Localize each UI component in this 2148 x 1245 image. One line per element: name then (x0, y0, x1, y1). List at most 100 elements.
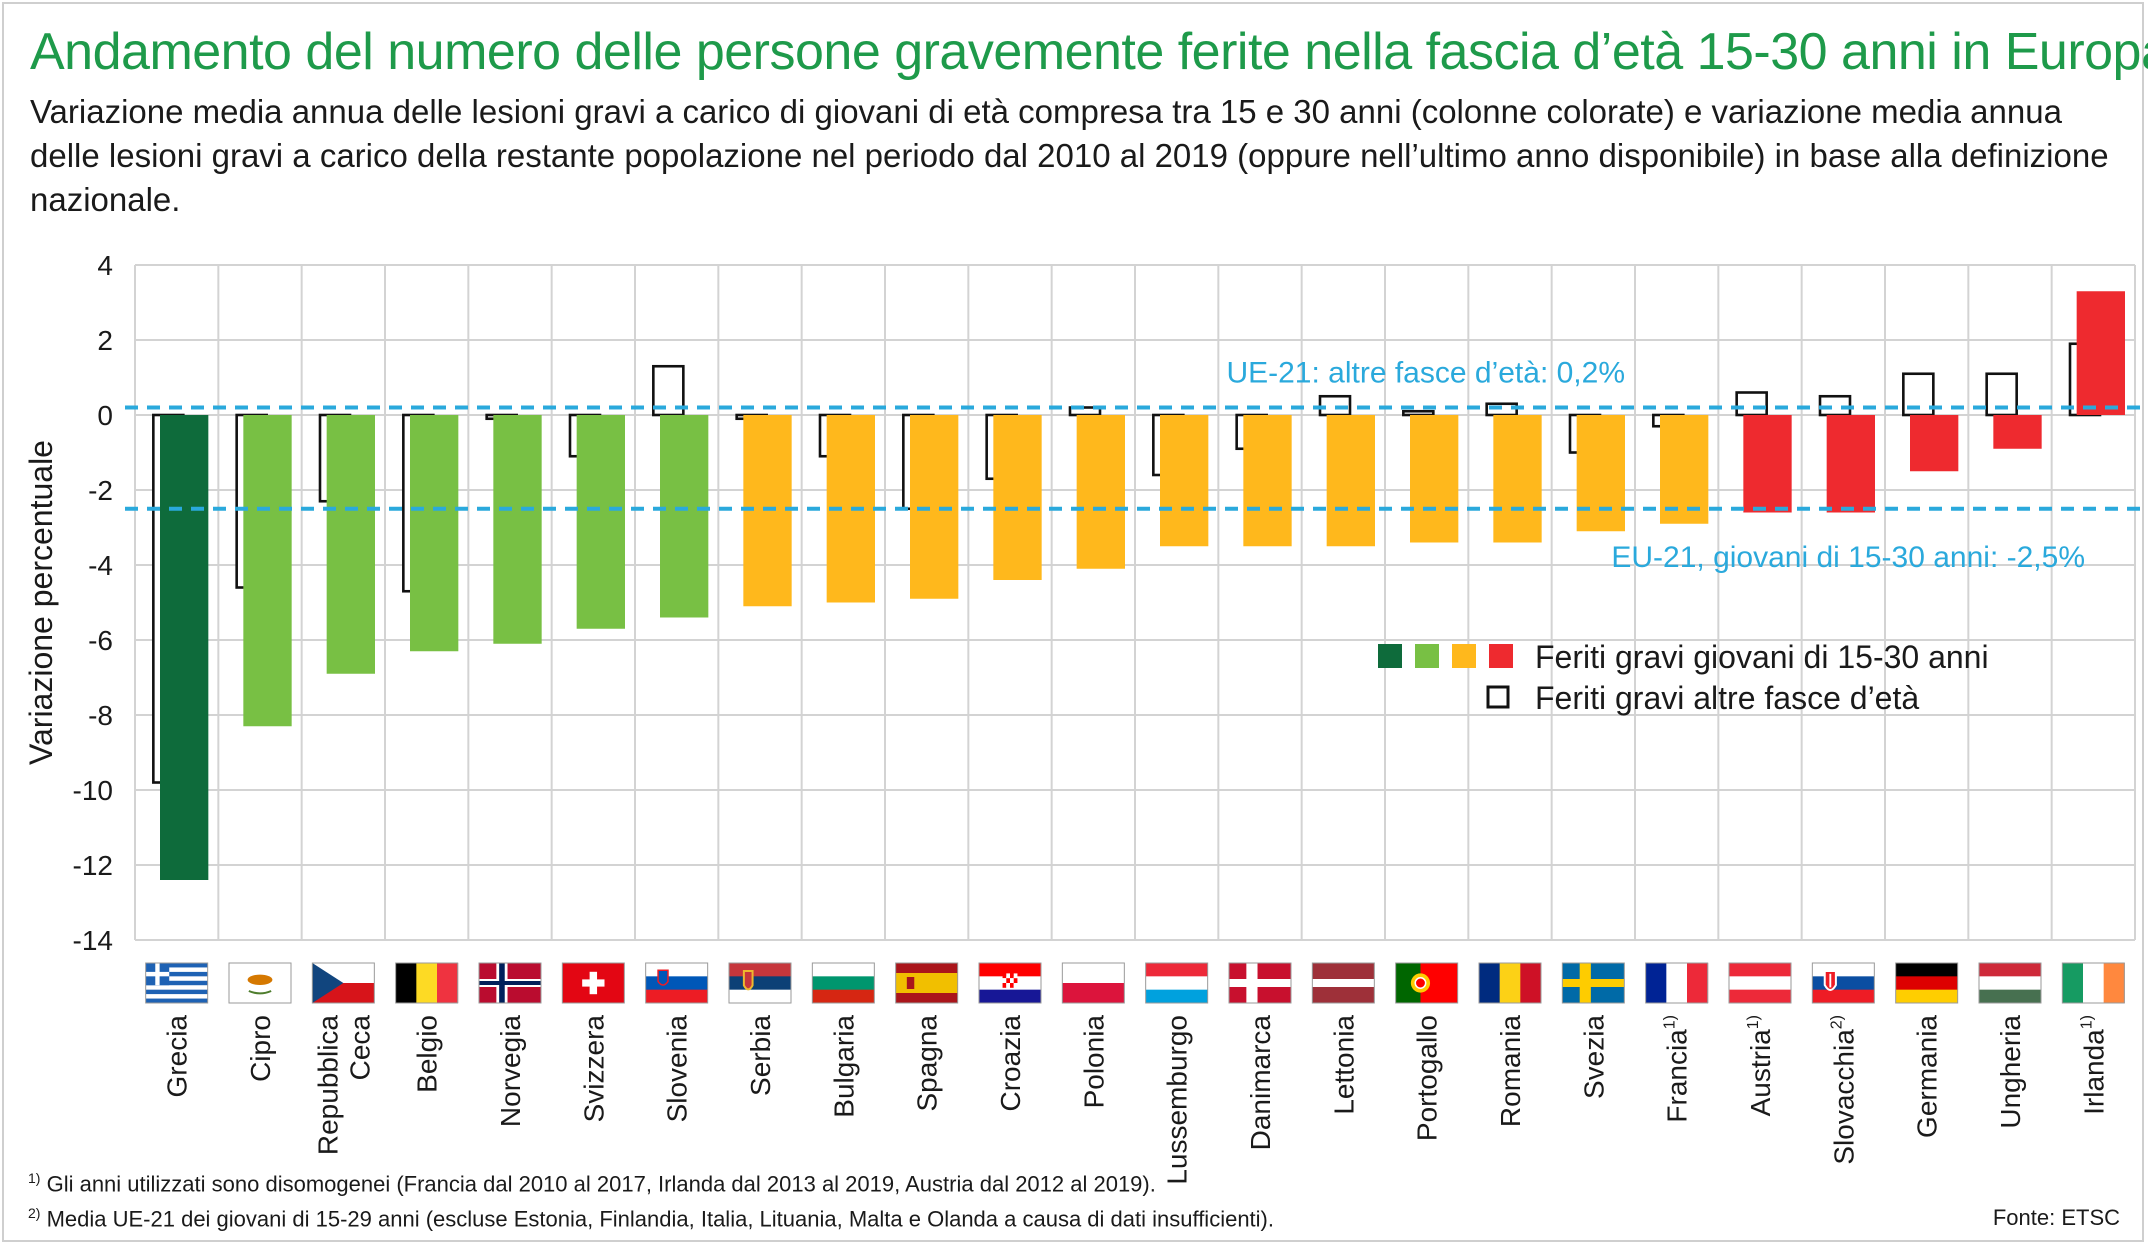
x-label-de: Germania (1912, 1015, 1943, 1138)
flag-hu-icon (1978, 962, 2042, 1004)
flag-border (1645, 962, 1709, 1004)
x-tick-label: Germania (1912, 1015, 1943, 1138)
flag-rs-icon (728, 962, 792, 1004)
flag-part (145, 994, 208, 999)
flag-part (645, 989, 708, 1004)
bar-young-hu (1993, 415, 2042, 449)
flag-border (1061, 962, 1125, 1004)
bar-other-pt (1402, 409, 1435, 417)
x-label-lv: Lettonia (1328, 1015, 1359, 1115)
flag-part (1002, 983, 1007, 988)
x-label-ro: Romania (1495, 1015, 1526, 1127)
flag-part (145, 980, 208, 986)
flag-border (478, 962, 542, 1004)
flag-part (1145, 989, 1208, 1004)
bar-young-lu (1160, 415, 1209, 547)
flag-part (1645, 963, 1667, 1003)
flag-part (1979, 976, 2041, 991)
x-label-pl: Polonia (1078, 1015, 1109, 1109)
x-label-pt: Portogallo (1412, 1015, 1443, 1141)
y-tick-label: 4 (97, 250, 113, 281)
flag-part (906, 977, 915, 989)
flag-border (811, 962, 875, 1004)
x-label-ch: Svizzera (578, 1015, 609, 1123)
flag-part (1414, 977, 1427, 989)
bar-young-sk (1826, 415, 1875, 513)
footnote-2: 2) Media UE-21 dei giovani di 15-29 anni… (28, 1205, 1274, 1232)
footnote-2-text: Media UE-21 dei giovani di 15-29 anni (e… (46, 1206, 1274, 1232)
flag-part (145, 985, 208, 990)
flag-part (657, 969, 669, 986)
y-tick-label: -2 (88, 475, 113, 506)
legend-swatch-young (1489, 644, 1513, 668)
flag-part (1013, 983, 1018, 988)
x-tick-label: Danimarca (1245, 1015, 1276, 1151)
flag-part (729, 976, 791, 991)
flag-border (1145, 962, 1209, 1004)
flag-part (1013, 978, 1018, 983)
flag-part (1729, 963, 1791, 977)
flag-part (1979, 963, 2041, 977)
flag-part (145, 971, 170, 977)
bar-young-fr (1660, 415, 1709, 524)
flag-es-icon (895, 962, 959, 1004)
y-tick-label: -4 (88, 550, 113, 581)
y-tick-label: 2 (97, 325, 113, 356)
flag-fr-icon (1645, 962, 1709, 1004)
flag-part (1006, 973, 1010, 979)
flag-part (729, 989, 791, 1004)
flag-lu-icon (1145, 962, 1209, 1004)
flag-part (1002, 973, 1007, 979)
x-label-hu: Ungheria (1995, 1015, 2026, 1129)
flag-part (247, 974, 273, 985)
flag-dk-icon (1228, 962, 1292, 1004)
legend: Feriti gravi giovani di 15-30 anni Feriti… (1378, 639, 1989, 716)
x-label-es: Spagna (912, 1015, 943, 1112)
flag-part (1145, 976, 1208, 991)
flag-ro-icon (1478, 962, 1542, 1004)
flag-se-icon (1561, 962, 1625, 1004)
flag-de-icon (1895, 962, 1959, 1004)
flag-part (582, 979, 605, 987)
flag-part (1812, 976, 1875, 991)
flag-part (1812, 989, 1875, 1004)
flag-part (2062, 963, 2084, 1003)
flag-part (145, 989, 208, 995)
flag-part (437, 963, 459, 1003)
bar-young-dk (1243, 415, 1292, 547)
y-tick-label: 0 (97, 400, 113, 431)
x-tick-label: Lussemburgo (1162, 1015, 1193, 1185)
x-tick-label: Repubblica (312, 1015, 343, 1156)
flag-border (1978, 962, 2042, 1004)
flag-no-icon (478, 962, 542, 1004)
x-label-dk: Danimarca (1245, 1015, 1276, 1151)
flag-part (145, 963, 208, 968)
flag-part (1812, 963, 1875, 977)
x-tick-label: Croazia (995, 1015, 1026, 1112)
flag-ch-icon (561, 962, 625, 1004)
y-tick-label: -8 (88, 700, 113, 731)
x-label-hr: Croazia (995, 1015, 1026, 1112)
flag-part (395, 963, 417, 1003)
x-tick-label: Ungheria (1995, 1015, 2026, 1129)
bar-young-pt (1410, 415, 1459, 543)
bar-young-gr (160, 415, 209, 880)
legend-label-young: Feriti gravi giovani di 15-30 anni (1535, 639, 1989, 675)
flag-part (2083, 963, 2105, 1003)
legend-swatch-young (1452, 644, 1476, 668)
flag-be-icon (395, 962, 459, 1004)
x-tick-label: Bulgaria (828, 1015, 859, 1118)
flag-part (1895, 963, 1958, 977)
x-tick-label: Grecia (162, 1015, 193, 1098)
y-tick-label: -6 (88, 625, 113, 656)
x-label-fr: Francia1) (1662, 1015, 1693, 1123)
x-label-rs: Serbia (745, 1015, 776, 1096)
flag-part (1013, 973, 1018, 979)
x-label-si: Slovenia (662, 1015, 693, 1123)
flag-part (1010, 983, 1014, 988)
flag-part (812, 989, 875, 1004)
bar-young-si (660, 415, 709, 618)
flag-part (742, 970, 754, 991)
